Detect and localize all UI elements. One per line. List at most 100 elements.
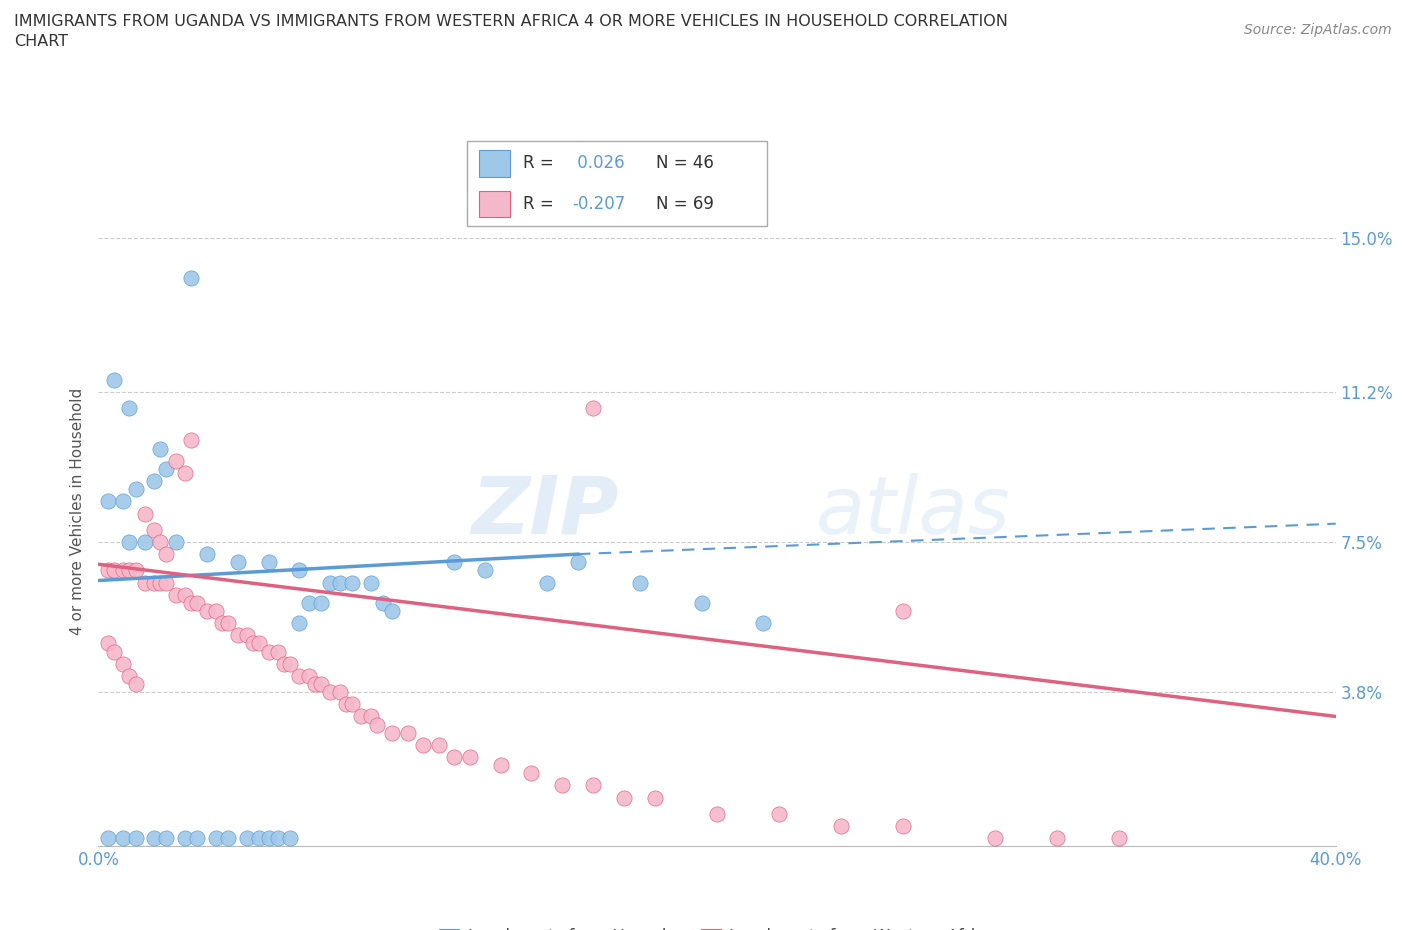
Point [103, 372, 125, 387]
Point [536, 575, 558, 590]
FancyBboxPatch shape [479, 191, 510, 218]
Point [242, 636, 264, 651]
Point [112, 494, 135, 509]
Point [706, 806, 728, 821]
Point [396, 725, 419, 740]
Point [155, 575, 177, 590]
Point [211, 616, 233, 631]
Point [217, 616, 239, 631]
Point [155, 547, 177, 562]
Point [381, 725, 404, 740]
Point [247, 636, 270, 651]
Point [118, 535, 141, 550]
Point [124, 676, 146, 691]
Point [180, 433, 202, 448]
Text: ZIP: ZIP [471, 472, 619, 551]
Point [267, 644, 290, 659]
Point [350, 709, 373, 724]
Point [155, 461, 177, 476]
Point [236, 628, 259, 643]
Point [443, 555, 465, 570]
Point [340, 697, 363, 711]
Text: IMMIGRANTS FROM UGANDA VS IMMIGRANTS FROM WESTERN AFRICA 4 OR MORE VEHICLES IN H: IMMIGRANTS FROM UGANDA VS IMMIGRANTS FRO… [14, 14, 1008, 29]
Point [278, 830, 301, 845]
Text: CHART: CHART [14, 34, 67, 49]
Point [267, 830, 290, 845]
Point [520, 765, 543, 780]
FancyBboxPatch shape [467, 141, 768, 226]
Point [195, 547, 218, 562]
Point [118, 401, 141, 416]
Point [124, 482, 146, 497]
Point [118, 669, 141, 684]
Legend: Immigrants from Uganda, Immigrants from Western Africa: Immigrants from Uganda, Immigrants from … [433, 922, 1001, 930]
Point [174, 587, 197, 602]
Point [143, 473, 166, 488]
Point [112, 657, 135, 671]
Text: -0.207: -0.207 [572, 195, 626, 213]
Text: N = 46: N = 46 [655, 154, 714, 172]
Point [134, 575, 156, 590]
Point [103, 563, 125, 578]
Text: atlas: atlas [815, 472, 1011, 551]
Point [97, 830, 120, 845]
Point [134, 506, 156, 521]
Point [319, 684, 342, 699]
Point [644, 790, 666, 805]
Point [360, 709, 382, 724]
Point [319, 575, 342, 590]
Point [247, 830, 270, 845]
Text: R =: R = [523, 195, 554, 213]
Point [180, 271, 202, 286]
Point [118, 563, 141, 578]
Point [582, 778, 605, 793]
Point [458, 750, 481, 764]
Point [143, 575, 166, 590]
Point [628, 575, 651, 590]
Point [288, 669, 311, 684]
Text: N = 69: N = 69 [655, 195, 714, 213]
Point [412, 737, 434, 752]
Point [186, 595, 208, 610]
Point [1108, 830, 1130, 845]
Point [567, 555, 589, 570]
Point [205, 830, 228, 845]
Point [830, 818, 852, 833]
Point [582, 401, 605, 416]
Text: Source: ZipAtlas.com: Source: ZipAtlas.com [1244, 23, 1392, 37]
Point [226, 555, 249, 570]
Point [165, 587, 187, 602]
Point [298, 595, 321, 610]
Point [149, 441, 172, 456]
Point [474, 563, 496, 578]
Point [329, 684, 352, 699]
Point [489, 758, 512, 773]
Point [124, 830, 146, 845]
Point [143, 830, 166, 845]
Point [257, 644, 280, 659]
Point [112, 563, 135, 578]
Text: 0.026: 0.026 [572, 154, 624, 172]
Point [273, 657, 295, 671]
Point [174, 830, 197, 845]
Point [371, 595, 394, 610]
Point [97, 563, 120, 578]
Point [149, 575, 172, 590]
Point [103, 644, 125, 659]
Point [309, 595, 332, 610]
Point [124, 563, 146, 578]
Point [186, 830, 208, 845]
Text: R =: R = [523, 154, 554, 172]
Point [180, 595, 202, 610]
Point [891, 604, 914, 618]
Point [1046, 830, 1069, 845]
Point [236, 830, 259, 845]
Point [288, 616, 311, 631]
Point [984, 830, 1007, 845]
Point [366, 717, 388, 732]
Point [613, 790, 636, 805]
Point [298, 669, 321, 684]
Point [97, 636, 120, 651]
Point [195, 604, 218, 618]
Point [134, 535, 156, 550]
